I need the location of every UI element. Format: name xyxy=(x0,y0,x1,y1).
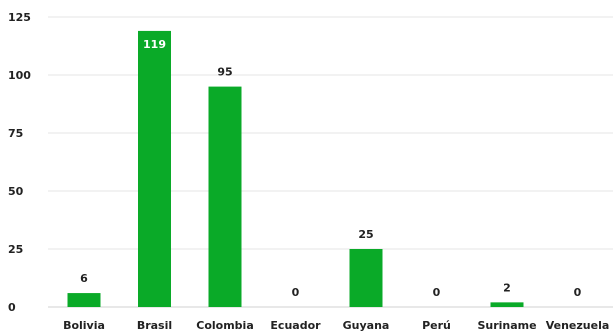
bar xyxy=(67,293,101,307)
x-axis-categories: Bolivia Brasil Colombia Ecuador Guyana Perú Su… xyxy=(63,319,609,332)
bar xyxy=(490,302,524,307)
data-label: 25 xyxy=(358,228,373,241)
data-label: 119 xyxy=(143,38,166,51)
bar xyxy=(208,86,242,307)
x-tick-label: Venezuela xyxy=(546,319,610,332)
y-tick-label: 50 xyxy=(8,185,24,198)
y-tick-label: 0 xyxy=(8,301,16,314)
data-label: 95 xyxy=(217,66,232,79)
x-tick-label: Colombia xyxy=(196,319,254,332)
y-tick-label: 100 xyxy=(8,69,31,82)
data-label: 2 xyxy=(503,281,511,294)
data-label: 0 xyxy=(433,286,441,299)
y-tick-label: 25 xyxy=(8,243,23,256)
y-tick-label: 125 xyxy=(8,11,31,24)
x-tick-label: Suriname xyxy=(477,319,536,332)
x-tick-label: Bolivia xyxy=(63,319,105,332)
x-tick-label: Brasil xyxy=(137,319,172,332)
bar xyxy=(138,30,171,307)
x-tick-label: Guyana xyxy=(343,319,390,332)
data-labels: 6 119 95 0 25 0 2 0 xyxy=(80,38,582,299)
data-label: 0 xyxy=(292,286,300,299)
gridlines xyxy=(48,16,613,308)
bar xyxy=(349,249,383,307)
x-tick-label: Perú xyxy=(422,319,451,332)
y-tick-label: 75 xyxy=(8,127,23,140)
data-label: 6 xyxy=(80,272,88,285)
data-label: 0 xyxy=(574,286,582,299)
x-tick-label: Ecuador xyxy=(270,319,321,332)
y-axis-ticks: 0 25 50 75 100 125 xyxy=(8,11,31,314)
bars xyxy=(67,30,524,307)
